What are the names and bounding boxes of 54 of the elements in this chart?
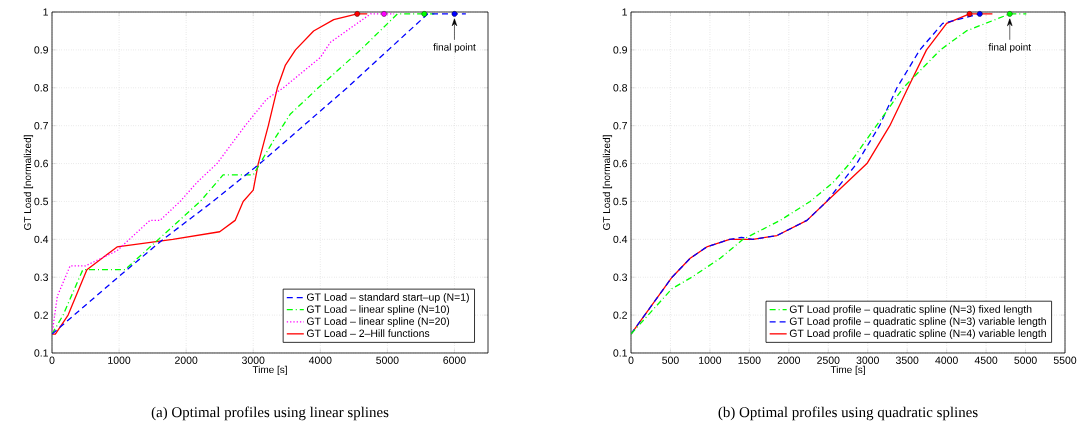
text: (a) Optimal profiles using linear splines [151,406,389,421]
y-tick-label: 0.1 [613,349,627,357]
y-tick-label: 0.5 [34,197,49,206]
y-tick-label: 0.6 [613,159,628,168]
y-tick-label: 1 [43,8,48,16]
y-tick-label: 0.4 [613,235,628,244]
x-tick-label: 4000 [308,356,332,364]
annotation: final point [988,43,1032,53]
y-tick-label: 0.9 [34,46,48,54]
y-axis-title: GT Load [normalized] [602,135,613,230]
x-tick-label: 5000 [376,356,399,364]
y-tick-label: 0.9 [613,46,627,54]
x-tick-label: 6000 [443,356,466,364]
y-tick-label: 0.5 [613,197,628,206]
legend-label: GT Load profile – quadratic spline (N=4) variable length [789,329,1046,340]
y-tick-label: 0.1 [34,349,48,357]
y-tick-label: 0.2 [613,311,627,319]
x-tick-label: 0 [628,356,634,364]
legend-label: GT Load – 2–Hill functions [306,329,430,337]
x-tick-label: 1000 [699,356,722,364]
y-axis-title: GT Load [normalized] [23,135,34,230]
y-tick-label: 0.4 [34,235,49,244]
y-tick-label: 0.3 [613,273,628,281]
legend-label: GT Load – linear spline (N=20) [306,317,450,327]
annotation: final point [433,43,476,53]
legend-label: GT Load – linear spline (N=10) [306,305,450,315]
x-tick-label: 0 [49,356,55,364]
legend-label: GT Load profile – quadratic spline (N=3) variable length [789,317,1046,327]
x-tick-label: 2000 [175,356,198,364]
y-tick-label: 0.6 [34,159,49,168]
x-tick-label: 1000 [108,356,131,364]
y-tick-label: 1 [622,8,627,16]
y-tick-label: 0.2 [34,311,48,319]
y-tick-label: 0.7 [34,121,48,130]
x-tick-label: 3500 [895,356,919,364]
x-tick-label: 2500 [817,356,840,364]
text: (b) Optimal profiles using quadratic splines [718,406,978,421]
x-tick-label: 3000 [856,356,879,364]
x-tick-label: 4500 [974,356,998,364]
x-tick-label: 2000 [777,356,801,364]
legend-label: GT Load profile – quadratic spline (N=3) fixed length [789,305,1032,315]
y-tick-label: 0.8 [613,84,628,92]
x-tick-label: 4000 [935,356,958,364]
y-tick-label: 0.8 [34,84,49,92]
y-tick-label: 0.7 [613,121,627,130]
x-axis-title: Time [s] [830,365,865,376]
x-tick-label: 5500 [1053,356,1077,364]
legend-label: GT Load – standard start–up (N=1) [306,293,469,303]
x-axis-title: Time [s] [252,365,287,376]
x-tick-label: 500 [662,356,679,364]
y-tick-label: 0.3 [34,273,49,281]
x-tick-label: 1500 [738,356,761,364]
x-tick-label: 5000 [1014,356,1037,364]
x-tick-label: 3000 [241,356,265,364]
